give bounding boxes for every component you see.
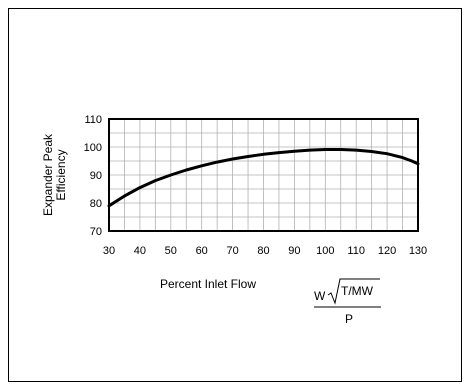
y-tick-label: 90 xyxy=(90,170,102,182)
x-tick-label: 70 xyxy=(226,245,238,257)
y-tick-label: 110 xyxy=(84,114,102,126)
x-tick-label: 30 xyxy=(103,245,115,257)
y-axis-label-line1: Expander Peak xyxy=(41,133,55,216)
x-tick-label: 130 xyxy=(409,245,427,257)
x-tick-label: 110 xyxy=(347,245,365,257)
plot-border xyxy=(108,118,419,232)
x-axis-label: Percent Inlet Flow xyxy=(160,277,256,291)
y-tick-labels: 70 80 90 100 110 xyxy=(84,114,102,238)
x-tick-labels: 30 40 50 60 70 80 90 100 110 120 130 xyxy=(103,245,427,257)
x-tick-label: 40 xyxy=(134,245,146,257)
x-tick-label: 80 xyxy=(257,245,269,257)
y-tick-label: 100 xyxy=(84,142,102,154)
x-tick-label: 120 xyxy=(378,245,396,257)
x-tick-label: 100 xyxy=(316,245,334,257)
x-tick-label: 90 xyxy=(288,245,300,257)
x-tick-label: 50 xyxy=(165,245,177,257)
formula-radicand: T/MW xyxy=(341,284,374,298)
y-tick-label: 80 xyxy=(90,198,102,210)
y-axis-label-line2: Efficiency xyxy=(54,149,68,200)
radical-sign xyxy=(327,278,380,305)
grid xyxy=(109,119,418,231)
formula-denominator: P xyxy=(345,312,353,326)
formula-numerator-w: W xyxy=(314,289,326,303)
x-tick-label: 60 xyxy=(196,245,208,257)
efficiency-curve xyxy=(107,148,420,208)
figure-frame xyxy=(8,8,462,382)
flow-formula: W T/MW P xyxy=(314,278,381,326)
y-tick-label: 70 xyxy=(90,226,102,238)
